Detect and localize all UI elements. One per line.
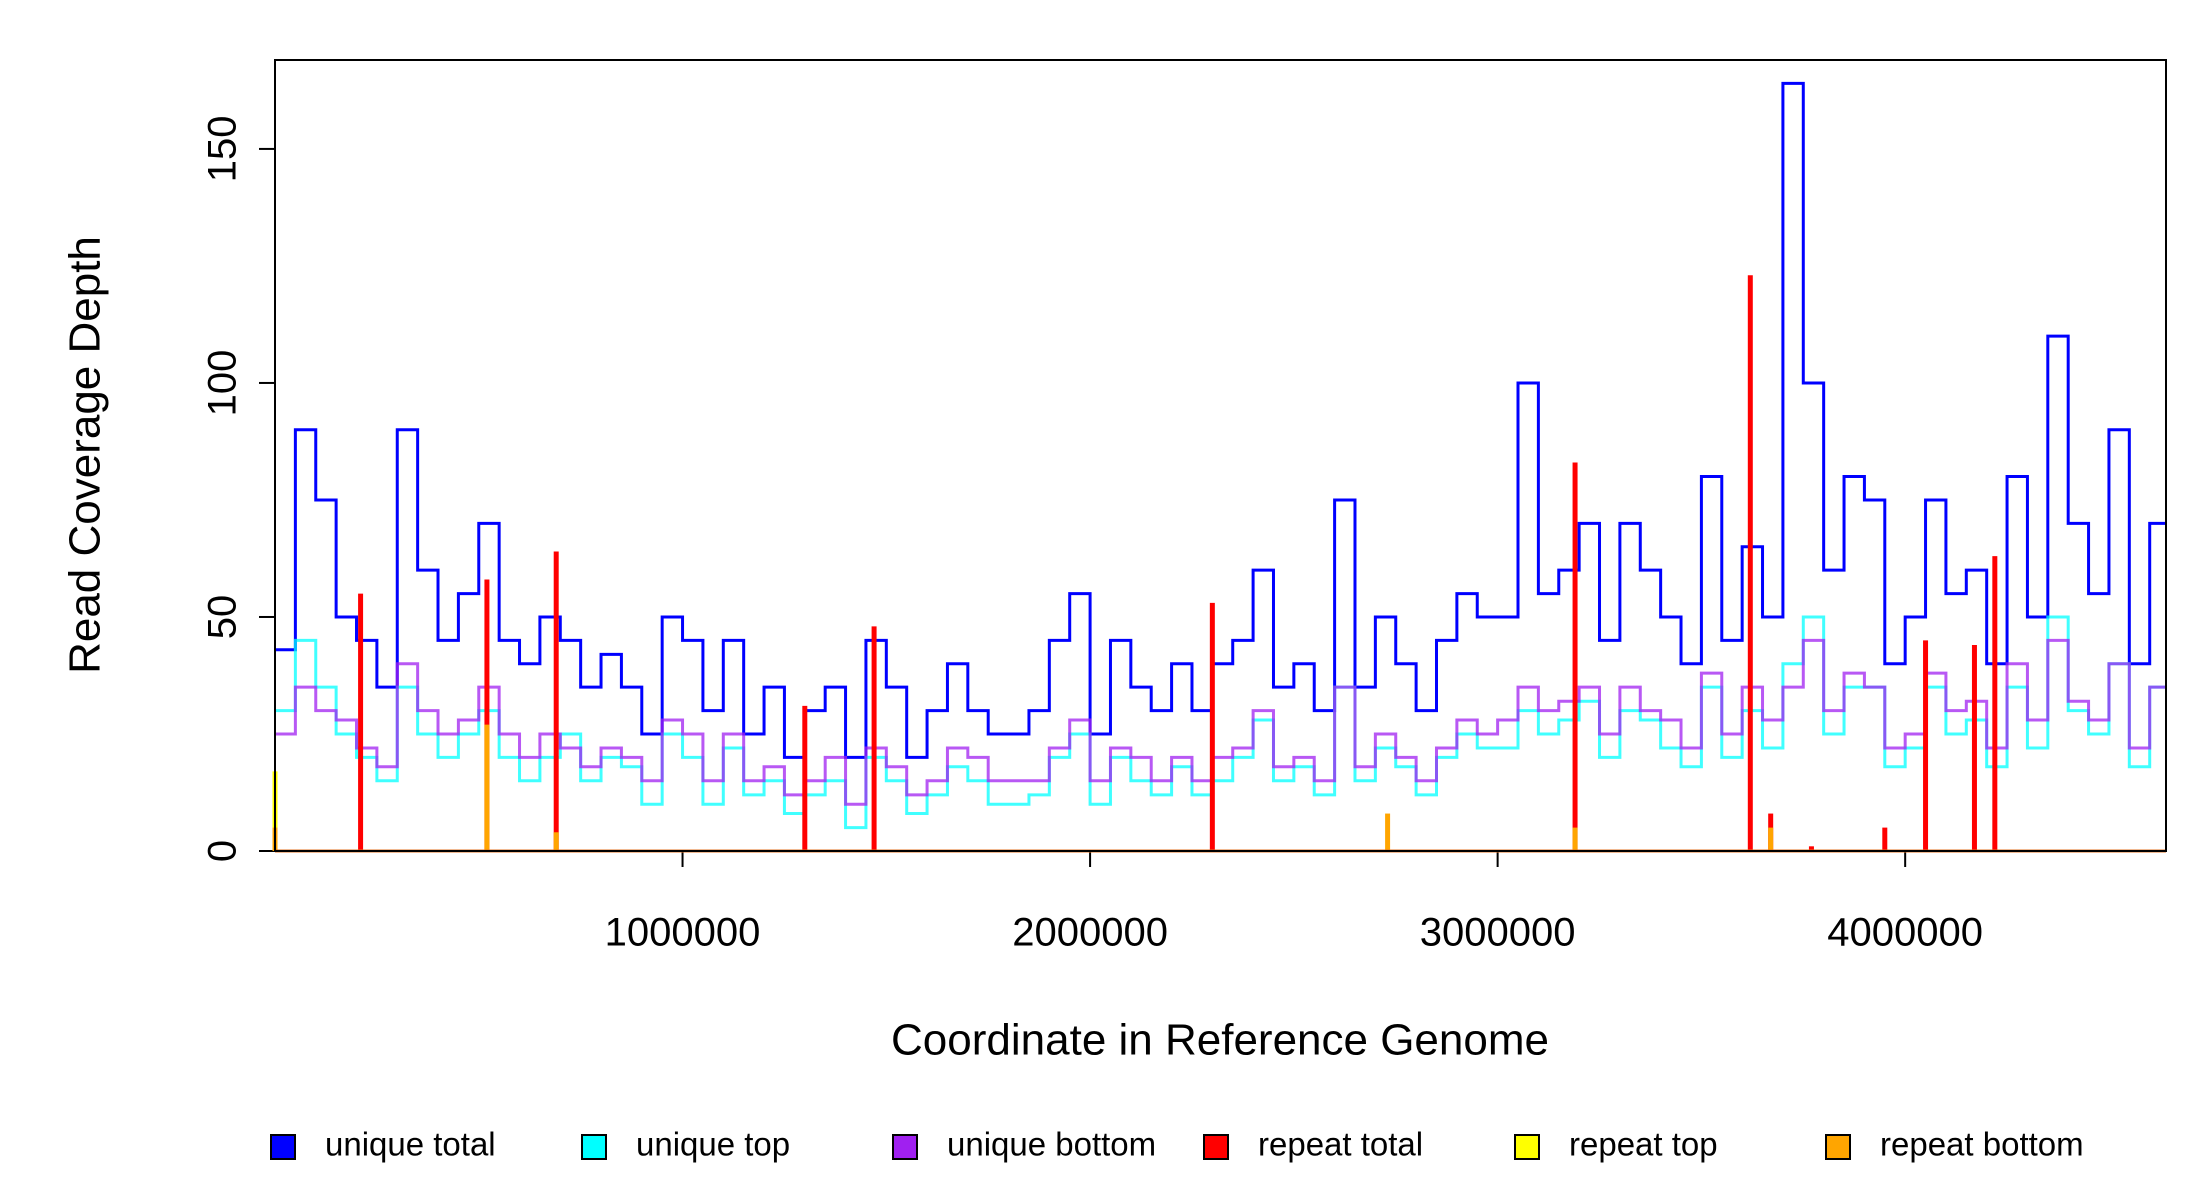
legend-swatch <box>1203 1134 1229 1160</box>
legend-swatch <box>581 1134 607 1160</box>
x-tick-label: 3000000 <box>1420 911 1576 955</box>
legend-label: repeat bottom <box>1880 1126 2084 1163</box>
y-tick-label: 100 <box>201 350 245 417</box>
y-tick-label: 0 <box>201 840 245 862</box>
legend-label: repeat top <box>1569 1126 1718 1163</box>
coverage-line <box>275 638 2166 806</box>
legend-swatch <box>892 1134 918 1160</box>
legend-label: unique top <box>636 1126 790 1163</box>
x-tick-label: 2000000 <box>1012 911 1168 955</box>
legend-swatch <box>1514 1134 1540 1160</box>
y-axis-title: Read Coverage Depth <box>61 236 110 674</box>
y-tick-label: 50 <box>201 595 245 640</box>
legend-swatch <box>1825 1134 1851 1160</box>
legend-label: unique total <box>325 1126 496 1163</box>
legend-label: repeat total <box>1258 1126 1423 1163</box>
legend-label: unique bottom <box>947 1126 1156 1163</box>
x-tick-label: 1000000 <box>605 911 761 955</box>
plot-frame <box>274 59 2167 852</box>
coverage-line <box>275 81 2166 759</box>
x-axis-title: Coordinate in Reference Genome <box>891 1016 1549 1065</box>
y-tick-label: 150 <box>201 116 245 183</box>
legend-swatch <box>270 1134 296 1160</box>
x-tick-label: 4000000 <box>1827 911 1983 955</box>
